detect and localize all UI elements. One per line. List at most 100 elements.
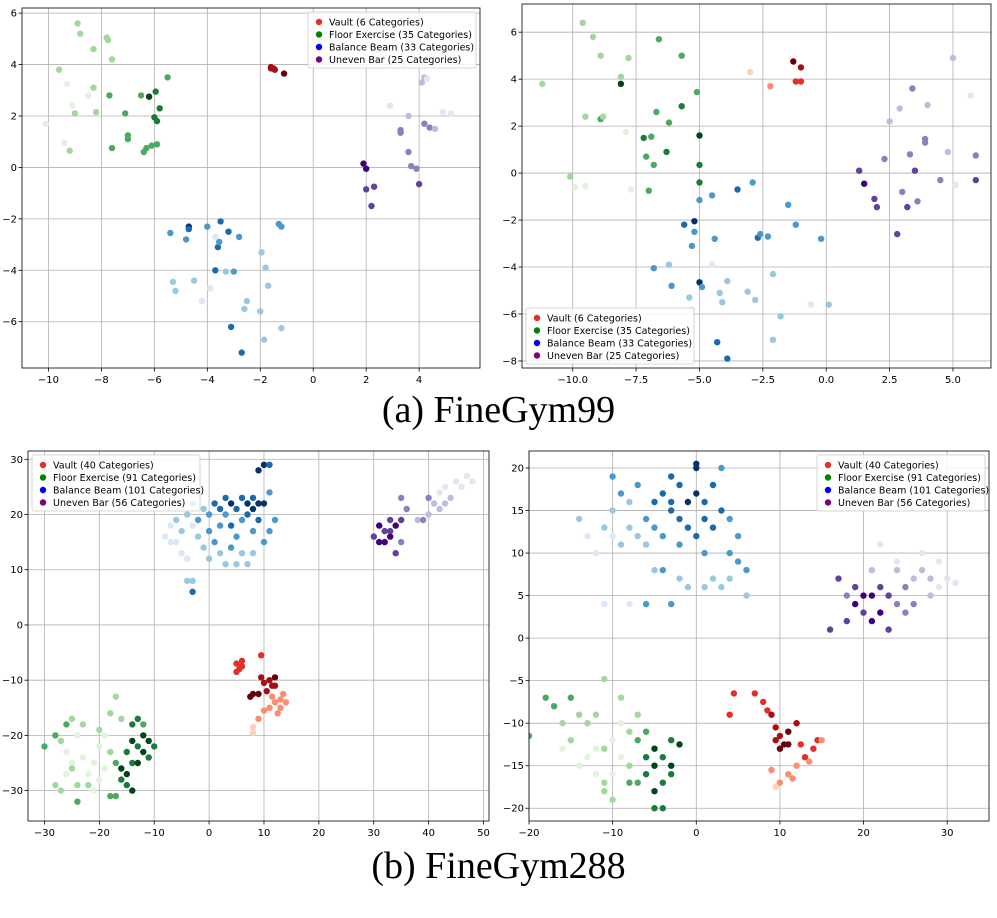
floor-exercise-point (68, 759, 76, 767)
y-tick-label: −2 (2, 214, 17, 225)
floor-exercise-point (68, 715, 76, 722)
floor-exercise-point (118, 715, 125, 722)
floor-exercise-point (108, 144, 116, 152)
vault-point (280, 690, 287, 698)
balance-beam-point (718, 583, 725, 591)
floor-exercise-point (655, 36, 663, 43)
uneven-bar-point (877, 583, 884, 591)
balance-beam-point (238, 516, 246, 524)
uneven-bar-point (441, 483, 449, 491)
floor-exercise-point (69, 102, 76, 109)
floor-exercise-point (592, 745, 600, 752)
x-tick-label: 30 (941, 828, 954, 839)
uneven-bar-point (381, 527, 388, 535)
floor-exercise-point (124, 135, 132, 143)
balance-beam-point (718, 507, 725, 514)
x-tick-label: 20 (313, 828, 326, 839)
vault-point (776, 779, 784, 786)
legend-marker (39, 461, 47, 469)
floor-exercise-point (140, 748, 147, 756)
balance-beam-point (235, 233, 243, 241)
balance-beam-point (243, 297, 251, 305)
floor-exercise-point (599, 113, 607, 120)
balance-beam-point (233, 533, 240, 540)
balance-beam-point (227, 522, 235, 529)
floor-exercise-point (101, 765, 109, 772)
balance-beam-point (185, 225, 192, 233)
balance-beam-point (238, 550, 246, 557)
balance-beam-point (189, 588, 196, 595)
vault-point (260, 679, 268, 687)
y-tick-label: −4 (502, 263, 517, 274)
uneven-bar-point (826, 626, 834, 633)
vault-point (801, 754, 809, 761)
axes-frame (528, 450, 990, 822)
uneven-bar-point (967, 92, 974, 99)
vault-point (271, 699, 279, 706)
floor-exercise-point (576, 762, 583, 769)
balance-beam-point (659, 490, 666, 497)
balance-beam-point (198, 297, 206, 305)
balance-beam-point (271, 516, 279, 524)
uneven-bar-point (881, 155, 888, 163)
vault-point (726, 711, 733, 718)
floor-exercise-point (696, 179, 703, 186)
legend-marker (533, 339, 541, 347)
uneven-bar-point (360, 160, 367, 167)
floor-exercise-point (90, 759, 98, 767)
balance-beam-point (194, 533, 202, 540)
uneven-bar-point (463, 472, 471, 480)
legend-marker (39, 499, 47, 506)
balance-beam-point (807, 301, 815, 308)
uneven-bar-point (419, 516, 427, 524)
floor-exercise-point (665, 119, 673, 126)
uneven-bar-point (885, 592, 892, 599)
uneven-bar-point (430, 500, 438, 507)
legend-label: Floor Exercise (35 Categories) (329, 30, 472, 41)
balance-beam-point (726, 575, 733, 582)
balance-beam-point (634, 532, 641, 540)
legend: Vault (40 Categories) Floor Exercise (91 … (816, 454, 989, 512)
floor-exercise-point (107, 792, 114, 800)
balance-beam-point (216, 522, 224, 529)
floor-exercise-point (96, 726, 103, 734)
uneven-bar-point (927, 575, 934, 582)
balance-beam-point (743, 566, 750, 574)
uneven-bar-point (421, 120, 428, 127)
balance-beam-point (659, 566, 666, 574)
floor-exercise-point (63, 748, 70, 756)
balance-beam-point (249, 505, 257, 513)
uneven-bar-point (436, 489, 443, 496)
uneven-bar-point (368, 202, 375, 210)
vault-point (233, 660, 240, 667)
floor-exercise-point (589, 33, 597, 41)
floor-exercise-point (145, 754, 152, 761)
balance-beam-point (650, 265, 657, 272)
uneven-bar-point (381, 538, 388, 546)
balance-beam-point (724, 355, 731, 362)
y-tick-label: −5 (509, 676, 524, 687)
floor-exercise-point (68, 765, 76, 772)
plot-b-left: −30 −20 −10 0 10 20 30 40 50 −30 −20 −10 0 10 20 30 Vaul… (2, 450, 490, 839)
legend-box (31, 454, 201, 512)
legend-marker (315, 56, 323, 63)
balance-beam-point (609, 532, 616, 540)
balance-beam-point (278, 223, 285, 230)
uneven-bar-point (952, 181, 959, 188)
floor-exercise-point (678, 52, 685, 59)
balance-beam-point (260, 461, 268, 468)
uneven-bar-point (868, 592, 876, 599)
uneven-bar-point (425, 494, 432, 502)
floor-exercise-point (57, 787, 65, 794)
balance-beam-point (255, 467, 262, 474)
balance-beam-point (668, 282, 675, 289)
floor-exercise-point (112, 759, 120, 767)
floor-exercise-point (576, 711, 583, 718)
x-tick-label: 5.0 (945, 375, 961, 386)
balance-beam-point (693, 460, 700, 467)
plot-a-left: −10 −8 −6 −4 −2 0 2 4 −6 −4 −2 0 2 4 6 Vault (6 Categor… (2, 7, 481, 386)
floor-exercise-point (567, 737, 574, 744)
legend-marker (824, 461, 832, 469)
floor-exercise-point (567, 173, 574, 180)
balance-beam-point (626, 524, 633, 531)
